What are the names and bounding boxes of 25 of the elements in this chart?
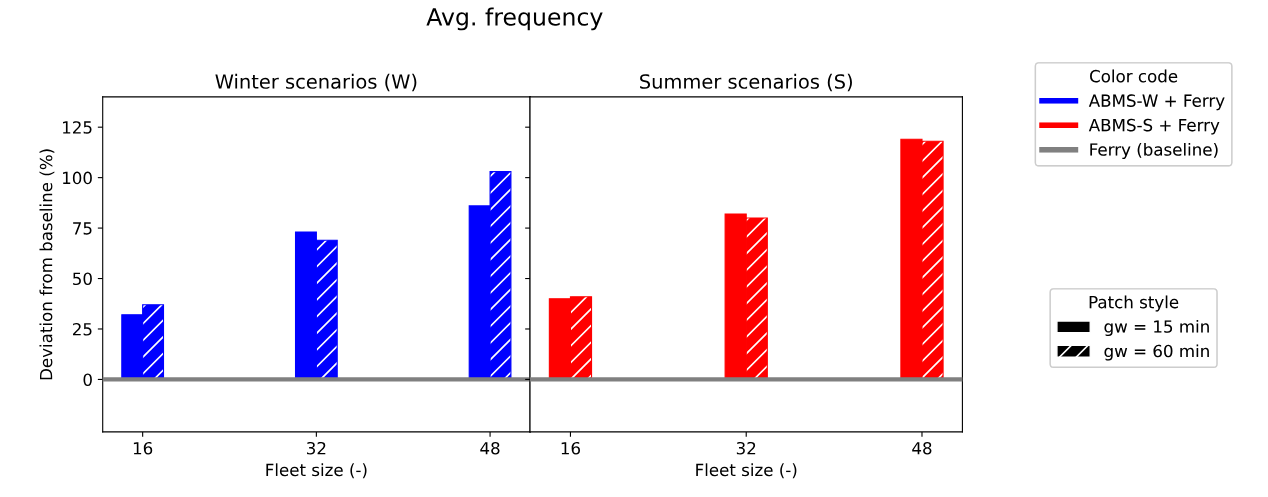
chart-subtitle: Summer scenarios (S)	[640, 73, 852, 92]
x-tick-label: 48	[480, 441, 500, 455]
text: gw = 60 min	[1104, 344, 1209, 361]
y-tick-label: 25	[73, 322, 92, 336]
legend-label: ABMS-W + Ferry	[1088, 94, 1225, 111]
y-tick-label: 125	[63, 121, 92, 134]
legend-title: Patch style	[1089, 295, 1179, 312]
x-axis-title: Fleet size (-)	[696, 463, 797, 479]
y-axis-title: Deviation from baseline (%)	[39, 149, 55, 380]
x-tick-label: 16	[133, 441, 153, 455]
chart-subtitle: Winter scenarios (W)	[215, 73, 417, 92]
x-tick-label: 32	[736, 441, 756, 455]
x-tick-label: 16	[561, 441, 580, 455]
y-tick-label: 75	[73, 222, 92, 235]
y-tick-label: 100	[63, 171, 92, 185]
legend-label: ABMS-S + Ferry	[1088, 118, 1220, 135]
text: gw = 15 min	[1104, 319, 1209, 337]
y-tick-label: 0	[83, 373, 92, 386]
y-tick-label: 50	[73, 272, 92, 286]
legend-label: Ferry (baseline)	[1090, 142, 1218, 160]
legend-title: Color code	[1090, 69, 1178, 83]
x-axis-title: Fleet size (-)	[266, 463, 367, 479]
x-tick-label: 48	[912, 441, 932, 455]
x-tick-label: 32	[307, 441, 326, 455]
chart-title: Avg. frequency	[426, 7, 603, 31]
